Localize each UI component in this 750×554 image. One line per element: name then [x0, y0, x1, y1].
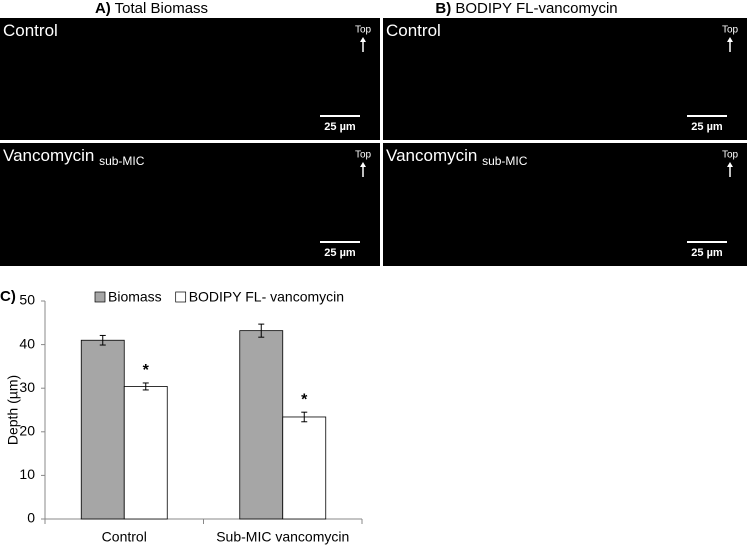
legend-swatch [94, 291, 106, 303]
orientation-arrowhead [360, 162, 366, 167]
panel-letter: C) [0, 288, 16, 305]
bar [80, 339, 125, 520]
error-bar [258, 323, 265, 338]
y-axis-title: Depth (µm) [5, 375, 21, 445]
scale-label: 25 µm [691, 247, 723, 259]
image-label-sub: sub-MIC [99, 154, 145, 168]
legend-label: Biomass [108, 289, 162, 305]
panel-letter: A) [95, 0, 111, 17]
error-bar [301, 411, 308, 423]
orientation-label: Top [722, 25, 739, 36]
y-tick-label: 50 [19, 292, 35, 308]
orientation-label: Top [355, 150, 372, 161]
bar [239, 330, 284, 520]
y-tick-label: 40 [19, 335, 35, 351]
biofilm-texture [383, 149, 747, 266]
image-label-sub: sub-MIC [482, 154, 528, 168]
image-label-main: Vancomycin [386, 146, 477, 165]
orientation-label: Top [355, 25, 372, 36]
biofilm-texture [0, 149, 380, 266]
image-label-main: Control [3, 21, 58, 40]
orientation-arrowhead [360, 37, 366, 42]
panel-letter: B) [435, 0, 451, 17]
y-tick-label: 30 [19, 379, 35, 395]
orientation-arrowhead [727, 37, 733, 42]
panel-title: BODIPY FL-vancomycin [455, 0, 617, 17]
x-tick-label: Control [102, 529, 147, 545]
bar [282, 416, 327, 520]
scale-label: 25 µm [691, 121, 723, 133]
significance-marker: * [143, 362, 150, 379]
scale-label: 25 µm [324, 121, 356, 133]
panel-heading: B) BODIPY FL-vancomycin [435, 0, 617, 17]
image-label-main: Control [386, 21, 441, 40]
image-label: Control [386, 21, 441, 40]
significance-marker: * [301, 391, 308, 408]
x-tick-label: Sub-MIC vancomycin [216, 529, 349, 545]
image-label: Vancomycin sub-MIC [386, 146, 528, 168]
orientation-arrowhead [727, 162, 733, 167]
orientation-label: Top [722, 150, 739, 161]
legend-swatch [175, 291, 187, 303]
error-bar [142, 382, 149, 391]
biofilm-texture [0, 24, 380, 141]
error-bar [99, 334, 106, 346]
biofilm-texture [383, 24, 747, 141]
panel-title: Total Biomass [115, 0, 208, 17]
y-tick-label: 20 [19, 423, 35, 439]
image-label: Vancomycin sub-MIC [3, 146, 145, 168]
image-label: Control [3, 21, 58, 40]
y-tick-label: 0 [27, 510, 35, 526]
legend-label: BODIPY FL- vancomycin [189, 289, 344, 305]
panel-heading: A) Total Biomass [95, 0, 208, 17]
image-label-main: Vancomycin [3, 146, 94, 165]
scale-label: 25 µm [324, 247, 356, 259]
bar [123, 386, 168, 520]
y-tick-label: 10 [19, 466, 35, 482]
